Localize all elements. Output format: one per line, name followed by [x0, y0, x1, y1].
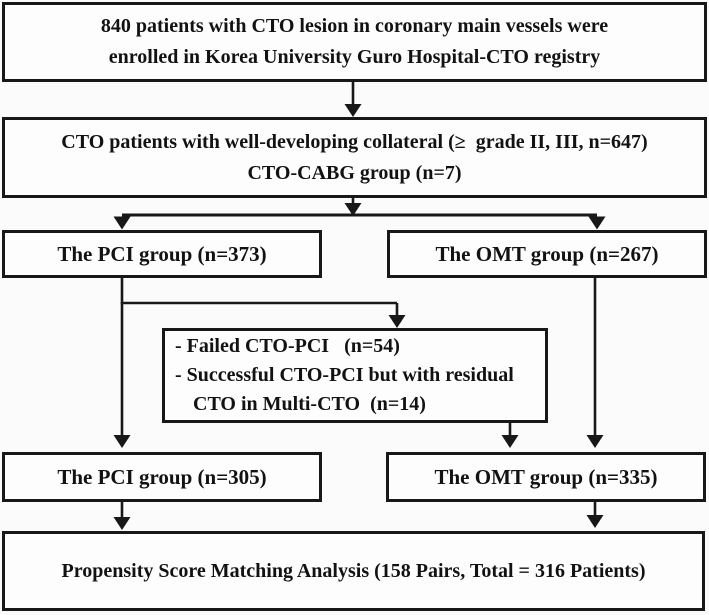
psm-label: Propensity Score Matching Analysis (158 … — [61, 560, 646, 582]
box-enrollment: 840 patients with CTO lesion in coronary… — [2, 2, 707, 82]
arrow-pci-matched-to-psm-icon — [113, 501, 131, 530]
arrow-enrollment-to-collateral-icon — [344, 82, 362, 117]
omt-initial-label: The OMT group (n=267) — [435, 242, 659, 266]
exclusion-line3: CTO in Multi-CTO (n=14) — [193, 393, 426, 415]
enrollment-line1: 840 patients with CTO lesion in coronary… — [100, 15, 609, 37]
enrollment-line2: enrolled in Korea University Guro Hospit… — [108, 46, 601, 68]
arrow-branch-to-pci-initial-icon — [113, 216, 131, 230]
box-collateral: CTO patients with well-developing collat… — [2, 117, 707, 198]
arrow-pci-branch-to-exclusion-icon — [120, 301, 406, 328]
box-omt-matched-group: The OMT group (n=335) — [386, 452, 706, 502]
pci-initial-label: The PCI group (n=373) — [57, 242, 267, 266]
box-exclusion-criteria: - Failed CTO-PCI (n=54) - Successful CTO… — [162, 328, 548, 423]
collateral-line2: CTO-CABG group (n=7) — [247, 161, 462, 184]
collateral-line1: CTO patients with well-developing collat… — [61, 130, 648, 153]
box-pci-initial-group: The PCI group (n=373) — [2, 230, 322, 278]
arrow-collateral-to-branch-icon — [344, 198, 362, 216]
exclusion-line2: - Successful CTO-PCI but with residual — [175, 364, 514, 386]
omt-matched-label: The OMT group (n=335) — [434, 465, 658, 489]
box-omt-initial-group: The OMT group (n=267) — [387, 230, 707, 278]
arrow-exclusion-to-omt-matched-icon — [501, 423, 519, 448]
pci-matched-label: The PCI group (n=305) — [57, 465, 267, 489]
box-propensity-score-matching: Propensity Score Matching Analysis (158 … — [2, 531, 705, 611]
arrow-omt-initial-to-omt-matched-icon — [586, 277, 604, 448]
arrow-omt-matched-to-psm-icon — [586, 501, 604, 528]
box-pci-matched-group: The PCI group (n=305) — [2, 452, 322, 502]
exclusion-line1: - Failed CTO-PCI (n=54) — [175, 335, 400, 357]
arrow-branch-to-omt-initial-icon — [588, 216, 606, 230]
